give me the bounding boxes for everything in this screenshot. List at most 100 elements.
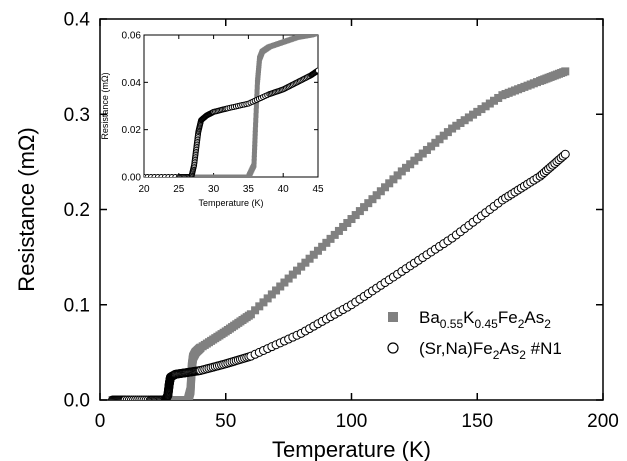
data-point xyxy=(343,218,352,227)
data-point xyxy=(204,174,210,177)
data-point xyxy=(252,134,258,140)
legend-label: (Sr,Na)Fe2As2 #N1 xyxy=(419,339,562,362)
legend-label-part: 0.55 xyxy=(440,317,464,331)
data-point xyxy=(280,278,289,287)
data-point xyxy=(254,89,260,95)
data-point xyxy=(193,174,199,177)
data-point xyxy=(301,258,310,267)
data-point xyxy=(448,124,457,133)
data-point xyxy=(473,107,482,116)
data-point xyxy=(297,262,306,271)
data-point xyxy=(381,183,390,192)
data-point xyxy=(364,199,373,208)
data-point xyxy=(351,211,360,220)
x-tick-label: 35 xyxy=(243,184,255,195)
data-point xyxy=(313,246,322,255)
data-point xyxy=(326,234,335,243)
legend-label-part: #N1 xyxy=(526,339,562,358)
data-point xyxy=(309,250,318,259)
data-point xyxy=(452,121,461,130)
y-tick-label: 0.1 xyxy=(64,295,90,316)
data-point xyxy=(494,93,503,102)
data-point xyxy=(469,110,478,119)
data-point xyxy=(267,290,276,299)
legend-label-part: As xyxy=(499,339,519,358)
data-point xyxy=(252,130,258,136)
data-point xyxy=(330,230,339,239)
data-point xyxy=(435,135,444,144)
data-point xyxy=(314,35,318,36)
data-point xyxy=(464,113,473,122)
legend-label: Ba0.55K0.45Fe2As2 xyxy=(419,308,551,331)
data-point xyxy=(235,174,241,177)
data-point xyxy=(293,266,302,275)
x-axis-title: Temperature (K) xyxy=(272,437,431,461)
data-point xyxy=(253,122,259,128)
data-point xyxy=(431,138,440,147)
data-point xyxy=(315,35,318,36)
y-axis-title: Resistance (mΩ) xyxy=(14,127,39,291)
data-layer xyxy=(108,67,570,400)
data-point xyxy=(418,149,427,158)
legend-label-part: 0.45 xyxy=(475,317,499,331)
data-point xyxy=(456,118,465,127)
data-point xyxy=(252,148,258,154)
legend-label-part: 2 xyxy=(519,348,526,362)
data-point xyxy=(252,137,258,143)
data-point xyxy=(255,302,264,311)
x-axis-title: Temperature (K) xyxy=(198,198,263,208)
data-point xyxy=(376,187,385,196)
y-tick-label: 0.4 xyxy=(64,10,91,31)
x-tick-label: 50 xyxy=(215,411,236,432)
data-point xyxy=(355,207,364,216)
data-point xyxy=(252,141,258,147)
data-point xyxy=(318,242,327,251)
data-point xyxy=(393,171,402,180)
series-0 xyxy=(144,35,318,177)
legend-label-part: (Sr,Na)Fe xyxy=(419,339,493,358)
data-point xyxy=(211,174,217,177)
data-point xyxy=(200,174,206,177)
data-point xyxy=(251,159,257,165)
x-tick-label: 40 xyxy=(278,184,290,195)
data-point xyxy=(288,270,297,279)
data-point xyxy=(246,310,255,319)
data-point xyxy=(339,222,348,231)
x-tick-label: 200 xyxy=(587,411,619,432)
data-point xyxy=(427,142,436,151)
series-1 xyxy=(108,149,570,400)
x-tick-label: 25 xyxy=(173,184,185,195)
x-tick-label: 150 xyxy=(461,411,493,432)
data-point xyxy=(253,108,259,114)
y-tick-label: 0.06 xyxy=(122,31,142,42)
data-point xyxy=(228,174,234,177)
legend-label-part: 2 xyxy=(544,317,551,331)
data-point xyxy=(347,215,356,224)
data-point xyxy=(410,156,419,165)
data-point xyxy=(254,84,260,90)
data-point xyxy=(231,174,237,177)
data-point xyxy=(214,174,220,177)
data-point xyxy=(334,226,343,235)
data-point xyxy=(477,105,486,114)
data-point xyxy=(276,282,285,291)
data-point xyxy=(315,67,318,74)
data-point xyxy=(242,174,248,177)
main-plot: 0 50 100 150 200 0.0 0.1 0.2 0.3 0.4 Temperature (… xyxy=(14,10,619,461)
data-point xyxy=(372,191,381,200)
data-point xyxy=(284,274,293,283)
legend-marker-square xyxy=(388,312,398,322)
data-point xyxy=(197,174,203,177)
y-tick-label: 0.3 xyxy=(64,105,90,126)
data-point xyxy=(397,167,406,176)
data-point xyxy=(560,149,570,159)
legend-label-part: Fe xyxy=(498,308,518,327)
data-point xyxy=(305,254,314,263)
data-point xyxy=(263,294,272,303)
legend-label-part: Ba xyxy=(419,308,440,327)
data-point xyxy=(414,153,423,162)
data-point xyxy=(252,127,258,133)
y-tick-label: 0.2 xyxy=(64,200,90,221)
x-tick-label: 20 xyxy=(138,184,150,195)
